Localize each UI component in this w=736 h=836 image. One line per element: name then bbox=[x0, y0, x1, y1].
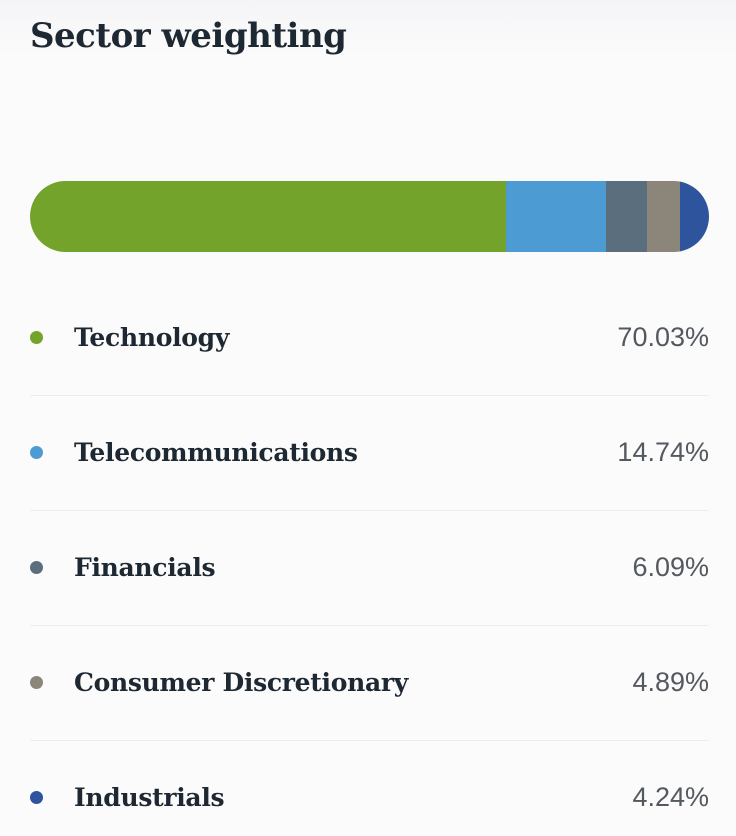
legend-value: 14.74% bbox=[617, 437, 709, 468]
legend-dot-icon bbox=[30, 330, 43, 344]
legend-dot-icon bbox=[30, 676, 43, 690]
page-title: Sector weighting bbox=[30, 16, 347, 56]
sector-weighting-stacked-bar bbox=[30, 180, 709, 252]
bar-segment-consumer-discretionary bbox=[647, 180, 681, 252]
legend-label: Industrials bbox=[74, 783, 225, 813]
legend-value: 6.09% bbox=[632, 552, 709, 583]
legend-row-telecommunications: Telecommunications 14.74% bbox=[30, 394, 709, 510]
legend-value: 70.03% bbox=[617, 321, 709, 352]
legend-row-technology: Technology 70.03% bbox=[30, 280, 709, 395]
legend-dot-icon bbox=[30, 561, 43, 575]
legend-dot-icon bbox=[30, 791, 43, 805]
legend-row-industrials: Industrials 4.24% bbox=[30, 739, 709, 836]
sector-legend: Technology 70.03% Telecommunications 14.… bbox=[30, 280, 709, 836]
legend-label: Consumer Discretionary bbox=[74, 668, 408, 698]
legend-row-consumer-discretionary: Consumer Discretionary 4.89% bbox=[30, 624, 709, 740]
bar-segment-industrials bbox=[680, 180, 709, 252]
legend-label: Technology bbox=[74, 322, 230, 352]
legend-value: 4.24% bbox=[632, 782, 709, 813]
legend-value: 4.89% bbox=[632, 667, 709, 698]
legend-label: Telecommunications bbox=[74, 438, 358, 468]
legend-label: Financials bbox=[74, 553, 216, 583]
bar-segment-telecommunications bbox=[505, 180, 606, 252]
bar-segment-financials bbox=[605, 180, 647, 252]
legend-row-financials: Financials 6.09% bbox=[30, 509, 709, 625]
legend-dot-icon bbox=[30, 446, 43, 460]
bar-segment-technology bbox=[30, 180, 506, 252]
